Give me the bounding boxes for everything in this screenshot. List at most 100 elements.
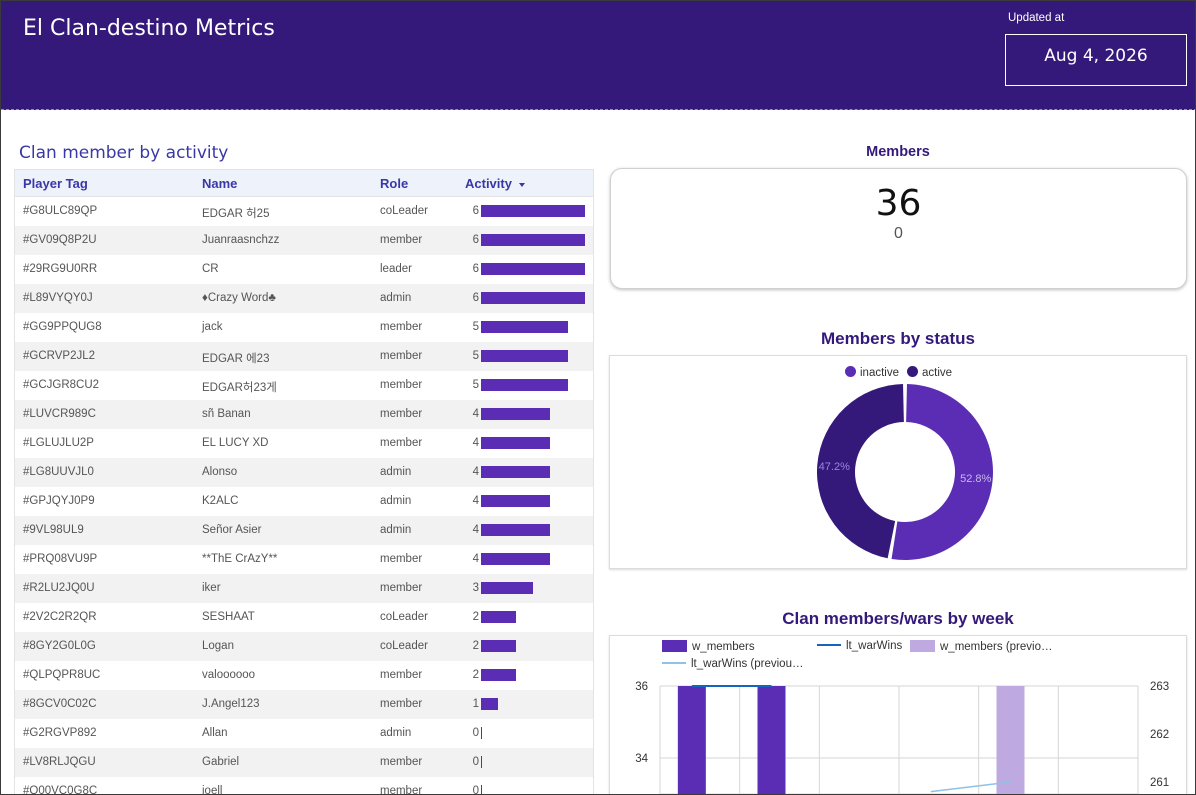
table-row[interactable]: #9VL98UL9 Señor Asier admin 4 — [15, 516, 593, 545]
table-row[interactable]: #GV09Q8P2U Juanraasnchzz member 6 — [15, 226, 593, 255]
role-cell: member — [380, 379, 423, 391]
role-cell: member — [380, 756, 423, 768]
role-cell: coLeader — [380, 640, 428, 652]
column-header-activity[interactable]: Activity — [465, 176, 525, 191]
player-tag-cell: #R2LU2JQ0U — [23, 582, 95, 594]
sort-descending-icon[interactable] — [518, 182, 525, 187]
role-cell: member — [380, 408, 423, 420]
player-tag-cell: #GCRVP2JL2 — [23, 350, 96, 362]
player-tag-cell: #G2RGVP892 — [23, 727, 97, 739]
activity-cell: 4 — [472, 437, 479, 449]
table-row[interactable]: #LG8UUVJL0 Alonso admin 4 — [15, 458, 593, 487]
legend-lt-warwins[interactable]: lt_warWins — [817, 640, 902, 652]
table-row[interactable]: #GCJGR8CU2 EDGAR허23게 member 5 — [15, 371, 593, 400]
name-cell: J.Angel123 — [202, 698, 260, 710]
table-row[interactable]: #L89VYQY0J ♦Crazy Word♣ admin 6 — [15, 284, 593, 313]
activity-cell: 0 — [472, 727, 479, 739]
donut-label-active: 47.2% — [819, 461, 850, 473]
activity-bar — [481, 698, 498, 710]
activity-bar — [481, 408, 550, 420]
bar-w-members-previous — [996, 686, 1025, 794]
members-title: Members — [866, 144, 930, 160]
activity-bar — [481, 727, 482, 739]
table-row[interactable]: #R2LU2JQ0U iker member 3 — [15, 574, 593, 603]
role-cell: member — [380, 321, 423, 333]
activity-bar — [481, 785, 482, 794]
status-donut-chart: 52.8% 47.2% — [817, 384, 994, 560]
table-row[interactable]: #29RG9U0RR CR leader 6 — [15, 255, 593, 284]
header-bar: El Clan-destino Metrics Updated at Aug 4… — [1, 1, 1195, 110]
player-tag-cell: #GCJGR8CU2 — [23, 379, 100, 391]
activity-bar — [481, 640, 516, 652]
name-cell: iker — [202, 582, 221, 594]
table-row[interactable]: #LGLUJLU2P EL LUCY XD member 4 — [15, 429, 593, 458]
activity-bar — [481, 611, 516, 623]
donut-slice-active[interactable] — [817, 384, 904, 559]
player-tag-cell: #LV8RLJQGU — [23, 756, 96, 768]
activity-cell: 2 — [472, 611, 479, 623]
activity-cell: 2 — [472, 669, 479, 681]
wars-chart-title: Clan members/wars by week — [782, 609, 1014, 628]
wars-combo-chart: 36 34 263 262 261 — [635, 681, 1169, 794]
player-tag-cell: #LGLUJLU2P — [23, 437, 94, 449]
activity-cell: 4 — [472, 466, 479, 478]
player-tag-cell: #GG9PPQUG8 — [23, 321, 102, 333]
activity-cell: 1 — [472, 698, 479, 710]
activity-bar — [481, 205, 585, 217]
y-right-tick: 262 — [1150, 729, 1169, 741]
player-tag-cell: #2V2C2R2QR — [23, 611, 97, 623]
table-row[interactable]: #8GCV0C02C J.Angel123 member 1 — [15, 690, 593, 719]
column-header-activity-label: Activity — [465, 176, 512, 191]
members-delta: 0 — [894, 225, 903, 242]
role-cell: member — [380, 350, 423, 362]
table-row[interactable]: #PRQ08VU9P **ThE CrAzY** member 4 — [15, 545, 593, 574]
column-header-name[interactable]: Name — [202, 176, 238, 191]
table-row[interactable]: #LV8RLJQGU Gabriel member 0 — [15, 748, 593, 777]
legend-active[interactable]: active — [907, 366, 952, 379]
player-tag-cell: #29RG9U0RR — [23, 263, 98, 275]
table-row[interactable]: #GCRVP2JL2 EDGAR 에23 member 5 — [15, 342, 593, 371]
activity-cell: 6 — [472, 263, 479, 275]
members-count: 36 — [875, 183, 922, 224]
legend-w-members-previous[interactable]: w_members (previo… — [910, 640, 1052, 653]
name-cell: jack — [202, 321, 223, 333]
activity-cell: 5 — [472, 321, 479, 333]
role-cell: leader — [380, 263, 412, 275]
column-header-player-tag[interactable]: Player Tag — [23, 176, 88, 191]
activity-cell: 6 — [472, 205, 479, 217]
name-cell: joell — [202, 785, 223, 795]
legend-lt-warwins-swatch — [817, 644, 841, 646]
activity-bar — [481, 350, 568, 362]
table-row[interactable]: #Q00VC0G8C joell member 0 — [15, 777, 593, 795]
column-header-role[interactable]: Role — [380, 176, 409, 191]
player-tag-cell: #8GCV0C02C — [23, 698, 97, 710]
activity-bar — [481, 524, 550, 536]
name-cell: **ThE CrAzY** — [202, 553, 278, 565]
activity-cell: 5 — [472, 350, 479, 362]
date-range-picker[interactable]: Aug 4, 2026 — [1005, 34, 1187, 86]
table-row[interactable]: #G8ULC89QP EDGAR 허25 coLeader 6 — [15, 197, 593, 226]
table-row[interactable]: #2V2C2R2QR SESHAAT coLeader 2 — [15, 603, 593, 632]
table-row[interactable]: #G2RGVP892 Allan admin 0 — [15, 719, 593, 748]
activity-bar — [481, 756, 482, 768]
role-cell: member — [380, 582, 423, 594]
table-row[interactable]: #LUVCR989C sñ Banan member 4 — [15, 400, 593, 429]
table-row[interactable]: #GG9PPQUG8 jack member 5 — [15, 313, 593, 342]
table-row[interactable]: #8GY2G0L0G Logan coLeader 2 — [15, 632, 593, 661]
status-chart-panel: inactive active 52.8% 47.2% — [609, 355, 1187, 569]
legend-w-members[interactable]: w_members — [662, 640, 755, 653]
donut-slice-inactive[interactable] — [891, 384, 994, 560]
legend-lt-warwins-previous[interactable]: lt_warWins (previou… — [662, 658, 803, 670]
role-cell: member — [380, 698, 423, 710]
name-cell: EDGAR 에23 — [202, 353, 270, 365]
legend-active-label: active — [922, 367, 953, 379]
role-cell: member — [380, 553, 423, 565]
table-title: Clan member by activity — [19, 143, 229, 163]
player-tag-cell: #GPJQYJ0P9 — [23, 495, 95, 507]
table-row[interactable]: #GPJQYJ0P9 K2ALC admin 4 — [15, 487, 593, 516]
name-cell: SESHAAT — [202, 611, 255, 623]
table-row[interactable]: #QLPQPR8UC valoooooo member 2 — [15, 661, 593, 690]
legend-inactive[interactable]: inactive — [845, 366, 899, 379]
activity-bar — [481, 321, 568, 333]
name-cell: Señor Asier — [202, 524, 262, 536]
